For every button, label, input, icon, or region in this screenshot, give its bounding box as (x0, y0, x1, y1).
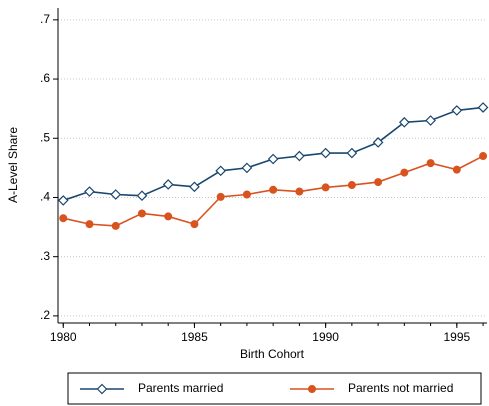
legend-marker (96, 383, 108, 395)
data-point (400, 168, 409, 177)
y-tick-label: .4 (40, 190, 50, 204)
legend-label: Parents married (138, 381, 223, 395)
data-point (59, 214, 68, 223)
legend-marker (308, 385, 316, 393)
data-point (346, 147, 358, 159)
data-point (241, 162, 253, 174)
y-tick-label: .2 (40, 308, 50, 322)
y-tick-label: .5 (40, 130, 50, 144)
y-tick-label: .7 (40, 12, 50, 26)
data-point (320, 147, 331, 159)
x-axis-label: Birth Cohort (240, 347, 305, 361)
x-tick-label: 1980 (50, 330, 77, 344)
y-tick-label: .6 (40, 71, 50, 85)
data-point (189, 181, 200, 193)
data-point (321, 183, 330, 192)
x-tick-label: 1990 (312, 330, 339, 344)
data-point (295, 187, 304, 196)
data-point (84, 186, 95, 197)
legend-label: Parents not married (348, 381, 453, 395)
data-point (110, 189, 122, 200)
y-axis-label: A-Level Share (6, 127, 20, 203)
data-point (451, 105, 463, 116)
data-point (111, 221, 120, 230)
x-tick-label: 1985 (181, 330, 208, 344)
data-point (452, 165, 461, 174)
data-point (57, 195, 69, 206)
data-point (190, 220, 199, 229)
data-point (479, 152, 488, 161)
data-point (164, 212, 173, 221)
data-point (137, 209, 146, 218)
data-point (347, 181, 356, 190)
data-point (216, 192, 225, 201)
data-point (267, 153, 279, 165)
data-point (242, 190, 251, 199)
y-tick-label: .3 (40, 249, 50, 263)
legend-box (67, 372, 482, 405)
data-point (85, 220, 94, 229)
data-point (269, 185, 278, 194)
data-point (294, 150, 305, 162)
x-tick-label: 1995 (443, 330, 470, 344)
data-point (374, 178, 383, 187)
data-point (399, 116, 410, 128)
data-point (477, 102, 489, 113)
data-point (372, 137, 384, 148)
data-point (425, 115, 436, 126)
data-point (162, 179, 174, 190)
data-point (136, 190, 148, 202)
data-point (215, 165, 227, 177)
data-point (426, 159, 435, 168)
